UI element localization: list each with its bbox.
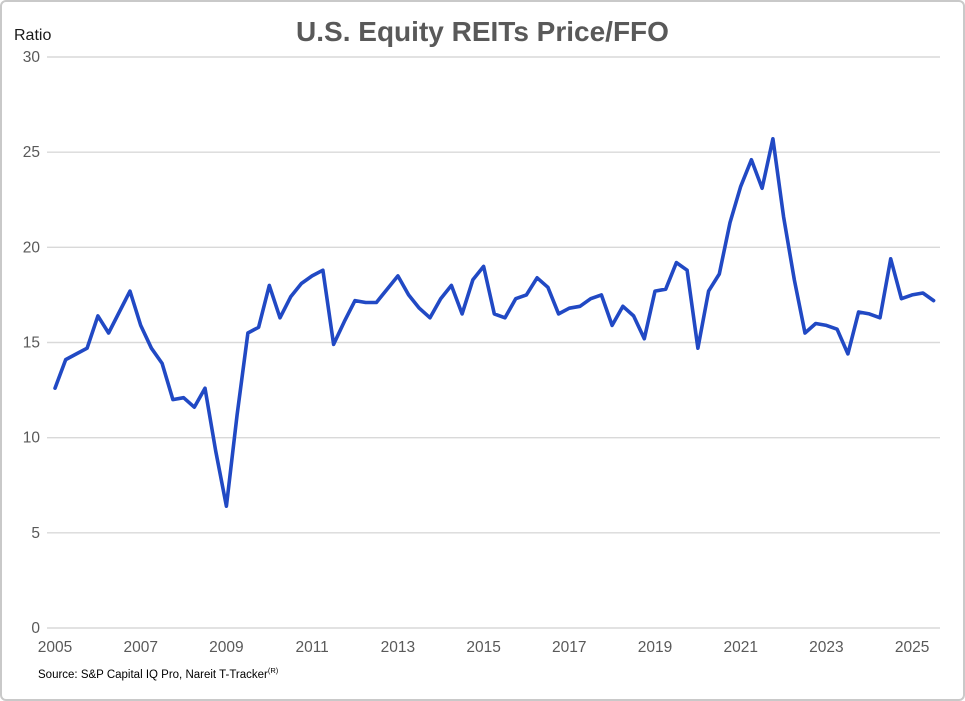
x-tick-label: 2017	[552, 639, 586, 656]
source-note: Source: S&P Capital IQ Pro, Nareit T-Tra…	[38, 666, 278, 681]
x-tick-label: 2019	[638, 639, 672, 656]
x-tick-label: 2005	[38, 639, 72, 656]
y-tick-label: 10	[23, 430, 41, 447]
source-text: Source: S&P Capital IQ Pro, Nareit T-Tra…	[38, 668, 268, 681]
x-tick-label: 2015	[466, 639, 500, 656]
x-tick-label: 2023	[809, 639, 843, 656]
chart-title: U.S. Equity REITs Price/FFO	[296, 16, 669, 47]
y-tick-label: 15	[23, 335, 40, 352]
x-tick-label: 2021	[723, 639, 757, 656]
y-axis-title: Ratio	[14, 27, 52, 44]
x-tick-label: 2025	[895, 639, 929, 656]
x-tick-label: 2011	[295, 639, 328, 656]
x-tick-label: 2009	[209, 639, 243, 656]
x-tick-label: 2013	[381, 639, 415, 656]
y-tick-label: 5	[31, 525, 40, 542]
source-superscript: (R)	[267, 666, 279, 675]
y-tick-label: 20	[23, 239, 41, 256]
x-tick-label: 2007	[123, 639, 157, 656]
y-tick-label: 30	[23, 49, 41, 66]
y-tick-label: 25	[23, 144, 40, 161]
price-ffo-line	[53, 137, 936, 509]
y-tick-label: 0	[31, 620, 40, 637]
